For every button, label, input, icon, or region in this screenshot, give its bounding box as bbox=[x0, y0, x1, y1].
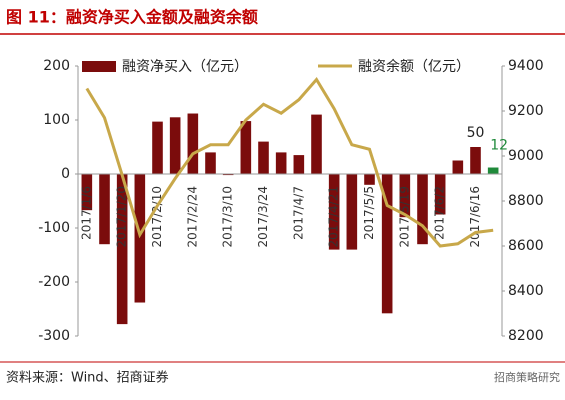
x-tick-label: 2017/2/24 bbox=[185, 186, 199, 248]
bar bbox=[293, 155, 305, 174]
bar bbox=[275, 152, 287, 174]
bar bbox=[346, 174, 358, 250]
watermark: 招商策略研究 bbox=[494, 370, 560, 384]
bar bbox=[152, 121, 163, 174]
y-tick-label: -100 bbox=[38, 220, 70, 236]
bar bbox=[116, 174, 128, 325]
data-label: 50 bbox=[467, 125, 485, 141]
bar bbox=[328, 174, 340, 250]
legend-swatch bbox=[82, 61, 116, 72]
bar bbox=[81, 174, 93, 211]
bar bbox=[258, 141, 269, 174]
x-tick-label: 2017/3/10 bbox=[221, 186, 235, 248]
source: 资料来源：Wind、招商证券 bbox=[6, 370, 169, 386]
x-tick-label: 2017/3/24 bbox=[256, 186, 270, 248]
x-tick-label: 2017/5/19 bbox=[397, 186, 411, 248]
y2-tick-label: 8600 bbox=[508, 238, 544, 254]
bar bbox=[205, 152, 216, 174]
y-tick-label: 200 bbox=[43, 58, 70, 74]
y-tick-label: -300 bbox=[38, 328, 70, 344]
legend-label: 融资净买入（亿元） bbox=[122, 59, 248, 75]
bar bbox=[169, 117, 181, 174]
chart-title: 图 11：融资净买入金额及融资余额 bbox=[6, 8, 258, 27]
x-tick-label: 2017/6/2 bbox=[433, 186, 447, 240]
x-tick-label: 2017/5/5 bbox=[362, 186, 376, 240]
line bbox=[85, 76, 494, 248]
y2-tick-label: 8800 bbox=[508, 193, 544, 209]
x-tick-label: 2017/1/20 bbox=[115, 186, 129, 248]
bar bbox=[399, 174, 411, 218]
bar bbox=[364, 174, 375, 185]
y-tick-label: 100 bbox=[43, 112, 70, 128]
bar bbox=[311, 114, 322, 174]
bar bbox=[134, 174, 146, 303]
x-tick-label: 2017/4/7 bbox=[291, 186, 305, 240]
legend-label: 融资余额（亿元） bbox=[358, 58, 470, 75]
y2-tick-label: 9200 bbox=[508, 103, 544, 119]
bar bbox=[487, 167, 499, 174]
bar bbox=[99, 174, 110, 245]
y2-tick-label: 9000 bbox=[508, 148, 544, 164]
bar bbox=[240, 121, 252, 174]
bar bbox=[452, 160, 464, 174]
y-tick-label: -200 bbox=[38, 274, 70, 290]
data-label: 12 bbox=[490, 138, 508, 154]
bar bbox=[222, 174, 234, 176]
y-tick-label: 0 bbox=[61, 166, 70, 182]
bar bbox=[470, 147, 481, 174]
bar bbox=[381, 174, 393, 314]
bar bbox=[434, 174, 446, 215]
y2-tick-label: 9400 bbox=[508, 58, 544, 74]
x-tick-label: 2017/6/16 bbox=[468, 186, 482, 248]
y2-tick-label: 8400 bbox=[508, 283, 544, 299]
bar bbox=[187, 113, 199, 174]
x-tick-label: 2017/1/6 bbox=[79, 186, 93, 240]
bar bbox=[417, 174, 428, 245]
y2-tick-label: 8200 bbox=[508, 328, 544, 344]
x-tick-label: 2017/4/21 bbox=[327, 186, 341, 248]
